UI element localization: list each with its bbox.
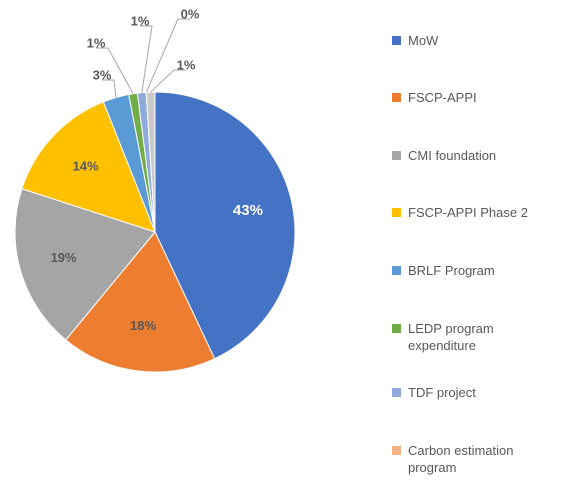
legend-item: CMI foundation xyxy=(392,147,562,164)
pie-slice xyxy=(145,91,156,233)
legend-label: FSCP-APPI xyxy=(408,90,477,105)
leader-line xyxy=(102,79,117,98)
legend-swatch xyxy=(392,388,401,397)
pie-slice xyxy=(21,101,156,233)
data-label: 0% xyxy=(181,6,200,21)
legend-item: TDF project xyxy=(392,384,562,401)
legend-swatch xyxy=(392,208,401,217)
legend-label: MoW xyxy=(408,33,439,48)
pie-slice xyxy=(65,231,216,373)
data-label: 3% xyxy=(93,67,112,82)
data-label: 43% xyxy=(233,202,263,219)
legend-label: CMI foundation xyxy=(408,148,497,163)
legend-item: FSCP-APPI xyxy=(392,89,562,106)
legend-item: MoW xyxy=(392,32,562,49)
pie-area: 43% 18% 19% 14% 3% 1% 1% 0% 1% xyxy=(14,6,296,373)
data-label: 1% xyxy=(177,57,196,72)
legend-item: BRLF Program xyxy=(392,262,562,279)
legend-swatch xyxy=(392,93,401,102)
data-label: 1% xyxy=(131,13,150,28)
data-label: 1% xyxy=(87,35,106,50)
legend-label: Carbon estimation program xyxy=(408,443,514,475)
legend-item: Carbon estimation program xyxy=(392,442,562,476)
pie-slice xyxy=(14,188,156,341)
legend-swatch xyxy=(392,36,401,45)
legend-swatch xyxy=(392,151,401,160)
legend-item: FSCP-APPI Phase 2 xyxy=(392,204,562,221)
legend-item: LEDP program expenditure xyxy=(392,320,562,354)
pie-slice xyxy=(154,91,296,360)
data-label: 14% xyxy=(73,158,99,173)
leader-line xyxy=(96,47,134,94)
legend-label: FSCP-APPI Phase 2 xyxy=(408,205,528,220)
data-label: 18% xyxy=(130,318,156,333)
leader-line xyxy=(140,25,153,93)
leader-line xyxy=(150,69,186,93)
legend-swatch xyxy=(392,446,401,455)
legend-label: TDF project xyxy=(408,385,476,400)
legend-swatch xyxy=(392,324,401,333)
data-label: 19% xyxy=(51,250,77,265)
legend-label: BRLF Program xyxy=(408,263,495,278)
legend-swatch xyxy=(392,266,401,275)
leader-line xyxy=(145,18,190,93)
legend-label: LEDP program expenditure xyxy=(408,321,494,353)
